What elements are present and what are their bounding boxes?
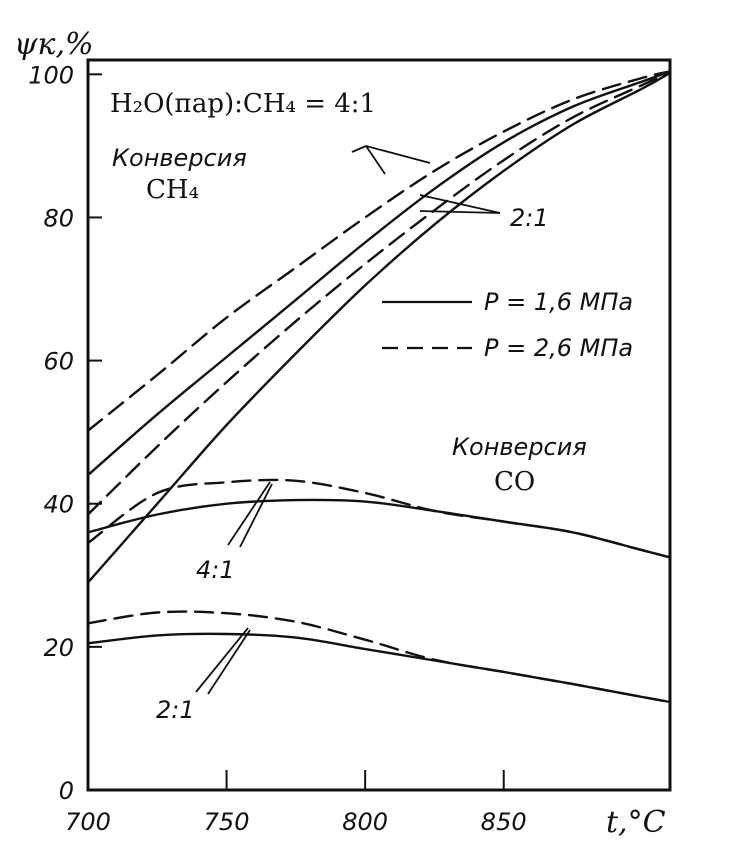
x-tick-label: 750 [204, 808, 250, 836]
annotation-pointer [419, 194, 501, 214]
annotation-pointer [207, 629, 251, 695]
series-line-4 [86, 71, 672, 584]
series-line-6 [86, 498, 672, 559]
legend-label-solid: P = 1,6 МПа [484, 288, 633, 316]
y-tick-label: 100 [28, 61, 74, 89]
plot-border [86, 58, 672, 792]
annotation-pointer [239, 483, 273, 548]
axis-ticks: 0 20 40 60 80 100 700 750 800 850 [28, 61, 526, 836]
y-tick-label: 20 [43, 634, 74, 662]
series-line-3 [86, 71, 672, 516]
annotation-pointer [419, 210, 501, 214]
co-ratio-4-1-label: 4:1 [196, 556, 235, 584]
y-tick-label: 0 [59, 777, 74, 805]
x-axis-label: t,°C [606, 805, 666, 840]
ratio-title: H₂O(пар):CH₄ = 4:1 [110, 89, 376, 119]
annotation-pointer [227, 481, 271, 546]
annotation-pointer [195, 627, 249, 693]
x-tick-label: 850 [481, 808, 527, 836]
legend: P = 1,6 МПа P = 2,6 МПа [382, 288, 633, 362]
x-tick-label: 800 [342, 808, 388, 836]
y-tick-label: 40 [43, 491, 74, 519]
co-conversion-word: Конверсия [452, 433, 587, 461]
co-conversion-formula: CO [494, 467, 535, 497]
series-layer [86, 70, 672, 704]
annotation-pointer [365, 145, 386, 175]
series-line-1 [86, 70, 672, 432]
ch4-ratio-2-1-label: 2:1 [510, 204, 549, 232]
annotation-pointer [365, 145, 431, 164]
x-tick-label: 700 [65, 808, 111, 836]
ch4-conversion-formula: CH₄ [146, 175, 199, 205]
annotation-pointers [195, 145, 501, 695]
plot-frame [86, 58, 672, 792]
y-tick-label: 80 [43, 204, 74, 232]
series-line-7 [86, 610, 672, 704]
series-line-8 [86, 632, 672, 704]
annotation-pointer [351, 145, 367, 153]
series-line-2 [86, 70, 672, 477]
co-ratio-2-1-label: 2:1 [156, 696, 195, 724]
y-tick-label: 60 [43, 348, 74, 376]
series-line-5 [86, 478, 672, 559]
ch4-conversion-word: Конверсия [112, 144, 247, 172]
legend-label-dashed: P = 2,6 МПа [484, 334, 633, 362]
y-axis-label: ψк,% [14, 27, 93, 62]
